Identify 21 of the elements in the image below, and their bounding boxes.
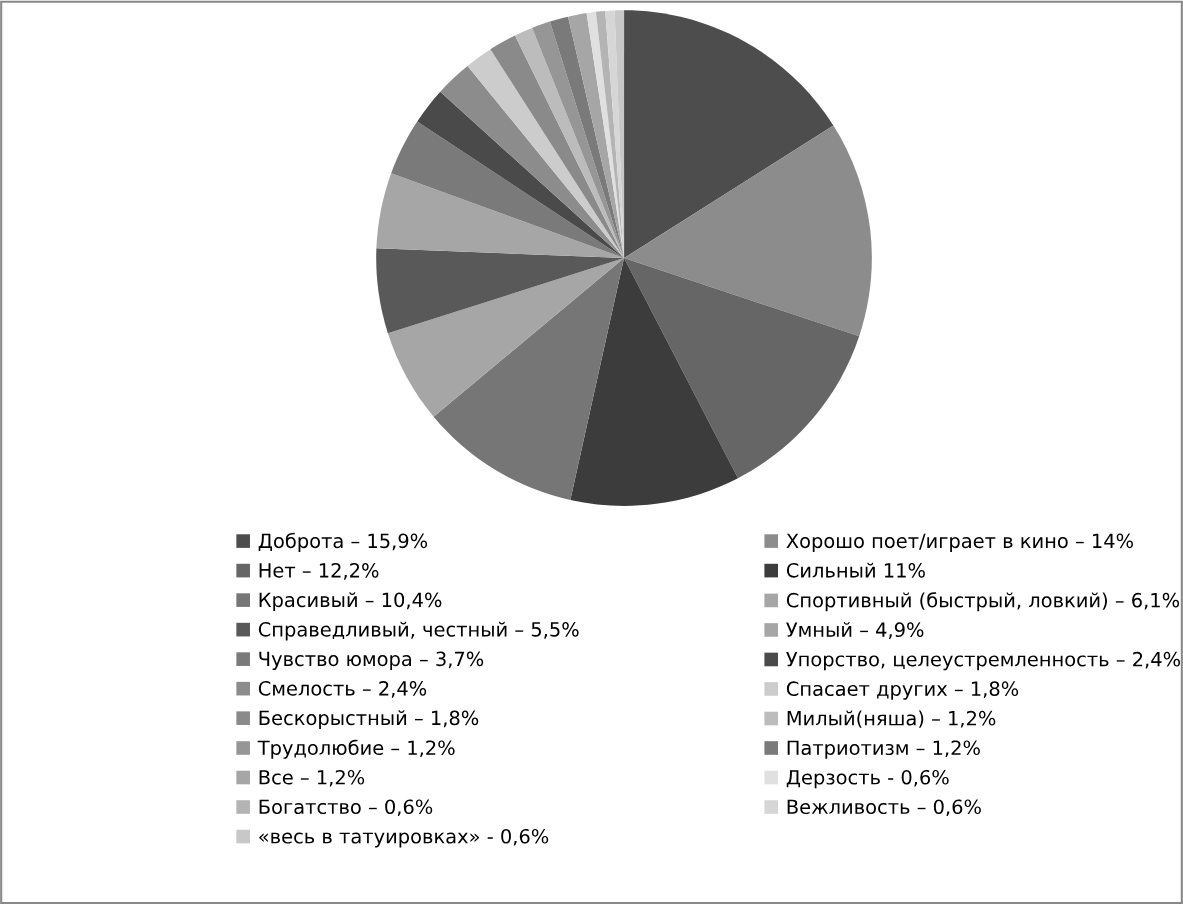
legend-label: Все – 1,2% [259, 769, 365, 787]
legend-label: Милый(няша) – 1,2% [787, 710, 996, 728]
legend-label: Смелость – 2,4% [258, 681, 427, 698]
legend-label: Спасает других – 1,8% [786, 681, 1019, 700]
legend-label: Чувство юмора – 3,7% [259, 651, 484, 670]
legend-label: «весь в татуировках» - 0,6% [259, 828, 549, 848]
legend-label: Вежливость – 0,6% [787, 799, 981, 817]
legend-label: Патриотизм – 1,2% [787, 740, 980, 759]
legend-label: Доброта – 15,9% [258, 532, 428, 552]
legend-label: Упорство, целеустремленность – 2,4% [786, 651, 1181, 671]
legend-label: Бескорыстный – 1,8% [259, 710, 479, 730]
legend-label: Богатство – 0,6% [259, 799, 433, 817]
legend-label: Нет – 12,2% [259, 562, 379, 580]
legend-label: Красивый – 10,4% [259, 592, 442, 611]
legend-label: Хорошо поет/играет в кино – 14% [786, 533, 1134, 552]
legend-label: Дерзость - 0,6% [786, 769, 949, 789]
legend-label: Умный – 4,9% [786, 622, 924, 640]
legend-label: Справедливый, честный – 5,5% [258, 621, 579, 641]
legend-label: Сильный 11% [786, 562, 925, 578]
legend-label: Трудолюбие – 1,2% [257, 739, 455, 759]
legend-label: Спортивный (быстрый, ловкий) – 6,1% [786, 592, 1180, 612]
